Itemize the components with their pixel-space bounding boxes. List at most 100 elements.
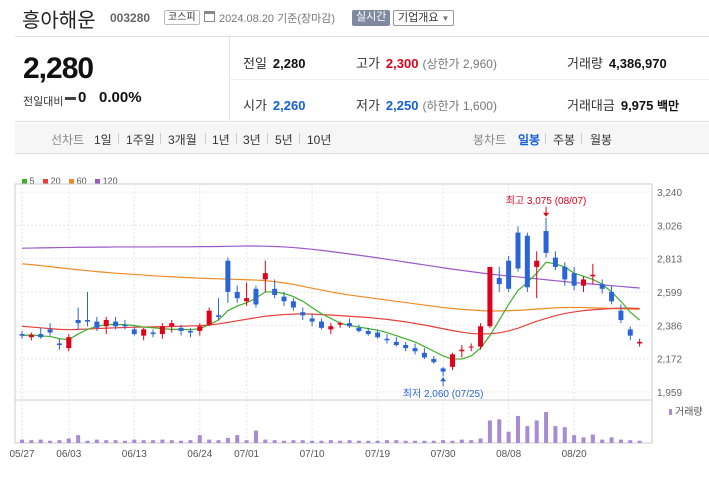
min-price-annotation: 최저 2,060 (07/25) [403,388,484,400]
volume-bar [413,440,418,443]
legend-swatch [22,179,27,184]
candle-body [552,257,558,267]
candle-body [534,260,540,267]
candle-body [244,298,250,302]
candle-body [393,341,399,346]
divider [205,133,206,144]
candle-body [85,320,91,322]
stock-name[interactable]: 흥아해운 [22,10,96,32]
max-price-annotation: 최고 3,075 (08/07) [506,195,587,207]
candle-body [609,291,615,302]
y-tick-label: 2,813 [657,255,682,266]
volume-bar [637,440,642,443]
candle-body [169,323,175,327]
ma20-line [21,307,640,335]
volume-bar [263,439,268,443]
candle-body [262,273,268,280]
candle-body [347,323,353,327]
volume-bar [497,419,502,443]
lower-limit: (하한가 1,600) [422,99,497,113]
volume-bar [459,439,464,443]
x-tick-label: 06/13 [122,449,147,460]
volume-bar [272,440,277,443]
candle-body [300,312,306,316]
tab-10y[interactable]: 10년 [307,133,332,147]
upper-limit: (상한가 2,960) [422,57,497,71]
divider [581,133,582,144]
stock-header: 흥아해운 003280 코스피 2024.08.20 기준(장마감) 실시간 기… [0,0,709,36]
volume-bar [235,435,240,443]
candle-body [197,326,203,331]
volume-bar [48,440,53,443]
volume-value: 4,386,970 [608,56,667,71]
volume-bar [534,420,539,443]
volume-panel-frame [14,399,653,444]
y-tick-label: 2,386 [657,321,682,332]
volume-bar [85,440,90,443]
volume-bar [431,440,436,443]
volume-bar [253,430,258,443]
volume-bar [422,440,427,443]
candle-body [543,231,549,253]
realtime-button[interactable]: 실시간 [352,10,391,26]
tab-weekly[interactable]: 주봉 [553,133,576,147]
candle-body [113,321,119,327]
tab-5y[interactable]: 5년 [275,133,293,147]
volume-bar [94,439,99,443]
tab-1d[interactable]: 1일 [94,133,112,147]
x-tick-label: 06/03 [56,449,81,460]
as-of-date: 2024.08.20 기준(장마감) [219,10,335,26]
candle-body [524,235,530,288]
volume-bar [113,440,118,443]
candle-body [599,284,605,289]
volume-bar [169,440,174,443]
low-label: 저가 [356,98,380,113]
volume-bar [20,439,24,443]
volume-bar [356,440,361,443]
volume-bar [487,420,492,443]
change-percent: 0.00% [99,89,142,106]
candle-body [141,329,147,336]
candle-body [225,260,231,292]
tab-3m[interactable]: 3개월 [168,133,197,147]
candle-body [571,273,577,286]
legend-item-ma5: 5 [22,176,35,186]
volume-bar [282,440,287,443]
candle-body [75,320,81,324]
tab-daily[interactable]: 일봉 [518,133,541,147]
divider [299,133,300,144]
volume-bar [544,412,549,443]
line-chart-label: 선차트 [51,133,85,147]
tab-1y[interactable]: 1년 [212,133,230,147]
volume-bar [122,440,127,443]
company-info-dropdown[interactable]: 기업개요 ▼ [393,10,455,26]
divider [267,133,268,144]
price-panel-frame [14,183,653,401]
prev-close: 전일 2,280 [243,53,305,72]
volume-bar [450,440,455,443]
legend-item-ma20: 20 [43,176,61,186]
volume-bar [104,440,109,443]
tab-1w[interactable]: 1주일 [126,133,155,147]
tab-3y[interactable]: 3년 [243,133,261,147]
candle-body [412,348,418,352]
candle-body [272,288,278,296]
volume-bar [562,427,567,443]
candle-body [56,343,62,346]
divider [118,133,119,144]
price-summary: 2,280 전일대비 0 0.00% 전일 2,280 고가 2,300 (상한가 2… [15,36,709,122]
candle-body [234,291,240,299]
x-tick-label: 07/30 [431,449,456,460]
volume-bar [300,440,305,443]
candle-body [281,296,287,302]
tab-monthly[interactable]: 월봉 [590,133,613,147]
volume-bar [319,440,324,443]
candle-body [365,330,371,335]
y-tick-label: 1,959 [657,388,682,399]
volume-bar [581,437,586,443]
volume-legend-swatch [669,409,672,415]
candle-body [496,277,502,285]
candle-body [216,315,222,317]
candle-body [459,349,465,352]
candle-body [356,327,362,331]
